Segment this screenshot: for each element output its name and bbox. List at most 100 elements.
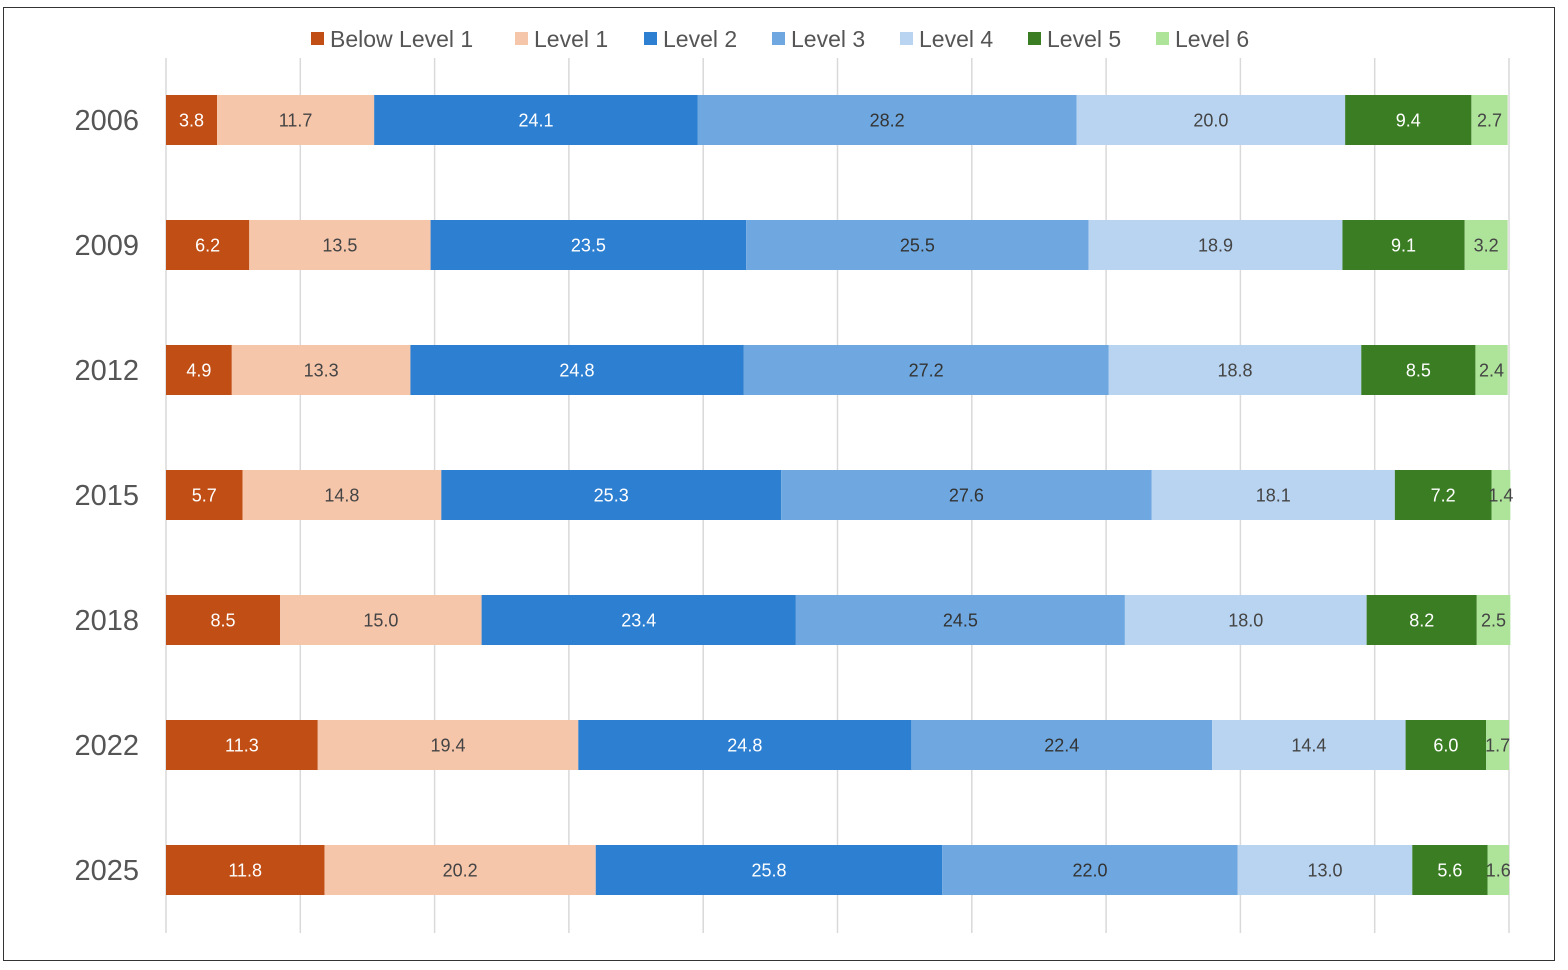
data-label: 3.2 xyxy=(1474,236,1499,256)
bar-segment xyxy=(1345,95,1472,145)
bar-row-2006: 3.8 11.7 24.1 28.2 20.0 9.4 2.7 xyxy=(166,95,1508,145)
legend: Below Level 1 Level 1 Level 2 Level 3 Level … xyxy=(311,26,1249,52)
data-label: 3.8 xyxy=(179,111,204,131)
bar-segment xyxy=(1487,845,1509,895)
data-label: 4.9 xyxy=(186,361,211,381)
data-label: 25.5 xyxy=(900,236,935,256)
bar-segment xyxy=(1471,95,1508,145)
bar-segment xyxy=(166,845,325,895)
y-tick-label: 2006 xyxy=(74,105,139,137)
data-label: 11.3 xyxy=(225,736,259,756)
bar-segment xyxy=(410,345,744,395)
bar-segment xyxy=(1237,845,1413,895)
legend-label: Below Level 1 xyxy=(330,26,473,52)
y-tick-label: 2012 xyxy=(74,355,139,387)
stacked-bar-chart: Below Level 1 Level 1 Level 2 Level 3 Level … xyxy=(74,26,1513,933)
legend-swatch xyxy=(772,32,785,45)
bar-segment xyxy=(166,470,243,520)
bars: 3.8 11.7 24.1 28.2 20.0 9.4 2.7 6.2 13.5 23.5 25.5… xyxy=(166,95,1513,895)
data-label: 14.8 xyxy=(324,486,359,506)
data-label: 13.0 xyxy=(1307,861,1342,881)
data-label: 1.4 xyxy=(1488,486,1513,506)
bar-segment xyxy=(231,345,411,395)
bar-segment xyxy=(166,95,218,145)
legend-swatch xyxy=(900,32,913,45)
data-label: 19.4 xyxy=(431,736,466,756)
bar-row-2012: 4.9 13.3 24.8 27.2 18.8 8.5 2.4 xyxy=(166,345,1508,395)
bar-segment xyxy=(1366,595,1477,645)
legend-swatch xyxy=(311,32,324,45)
bar-segment xyxy=(781,470,1152,520)
data-label: 2.4 xyxy=(1479,361,1504,381)
legend-label: Level 3 xyxy=(791,26,865,52)
legend-label: Level 6 xyxy=(1175,26,1249,52)
data-label: 18.8 xyxy=(1218,361,1253,381)
bar-segment xyxy=(280,595,482,645)
bar-segment xyxy=(697,95,1077,145)
bar-segment xyxy=(578,720,912,770)
bar-segment xyxy=(1486,720,1509,770)
data-label: 11.8 xyxy=(228,861,262,881)
legend-swatch xyxy=(1028,32,1041,45)
bar-row-2009: 6.2 13.5 23.5 25.5 18.9 9.1 3.2 xyxy=(166,220,1508,270)
data-label: 23.5 xyxy=(571,236,606,256)
data-label: 5.6 xyxy=(1437,861,1462,881)
bar-segment xyxy=(743,345,1109,395)
data-label: 5.7 xyxy=(192,486,217,506)
y-tick-label: 2009 xyxy=(74,230,139,262)
legend-label: Level 1 xyxy=(534,26,608,52)
data-label: 18.9 xyxy=(1198,236,1233,256)
data-label: 24.1 xyxy=(518,111,553,131)
bar-row-2018: 8.5 15.0 23.4 24.5 18.0 8.2 2.5 xyxy=(166,595,1511,645)
bar-segment xyxy=(942,845,1238,895)
bar-row-2022: 11.3 19.4 24.8 22.4 14.4 6.0 1.7 xyxy=(166,720,1510,770)
data-label: 25.3 xyxy=(594,486,629,506)
bar-segment xyxy=(166,720,318,770)
data-label: 18.1 xyxy=(1256,486,1291,506)
bar-segment xyxy=(166,345,232,395)
legend-swatch xyxy=(644,32,657,45)
data-label: 22.0 xyxy=(1072,861,1107,881)
bar-segment xyxy=(1464,220,1508,270)
bar-segment xyxy=(1361,345,1476,395)
data-label: 6.0 xyxy=(1433,736,1458,756)
bar-segment xyxy=(242,470,442,520)
bar-segment xyxy=(1405,720,1487,770)
data-label: 18.0 xyxy=(1228,611,1263,631)
data-label: 27.6 xyxy=(949,486,984,506)
bar-segment xyxy=(595,845,943,895)
bar-segment xyxy=(481,595,796,645)
bar-segment xyxy=(166,595,281,645)
bar-segment xyxy=(1151,470,1395,520)
data-label: 13.5 xyxy=(322,236,357,256)
bar-segment xyxy=(249,220,431,270)
data-label: 13.3 xyxy=(304,361,339,381)
bar-segment xyxy=(1342,220,1465,270)
bar-row-2015: 5.7 14.8 25.3 27.6 18.1 7.2 1.4 xyxy=(166,470,1513,520)
bar-segment xyxy=(1124,595,1367,645)
bar-segment xyxy=(746,220,1089,270)
y-tick-label: 2022 xyxy=(74,730,139,762)
bar-segment xyxy=(430,220,747,270)
data-label: 25.8 xyxy=(751,861,786,881)
legend-label: Level 4 xyxy=(919,26,993,52)
bar-segment xyxy=(374,95,698,145)
bar-segment xyxy=(1475,345,1508,395)
legend-label: Level 5 xyxy=(1047,26,1121,52)
bar-segment xyxy=(324,845,596,895)
y-tick-label: 2015 xyxy=(74,480,139,512)
data-label: 11.7 xyxy=(279,111,313,131)
bar-row-2025: 11.8 20.2 25.8 22.0 13.0 5.6 1.6 xyxy=(166,845,1511,895)
data-label: 7.2 xyxy=(1431,486,1456,506)
bar-segment xyxy=(1088,220,1343,270)
data-label: 23.4 xyxy=(621,611,656,631)
data-label: 8.5 xyxy=(1406,361,1431,381)
bar-segment xyxy=(1108,345,1362,395)
y-axis-labels: 2006 2009 2012 2015 2018 2022 2025 xyxy=(74,105,139,887)
bar-segment xyxy=(1076,95,1346,145)
data-label: 24.8 xyxy=(727,736,762,756)
bar-segment xyxy=(1412,845,1488,895)
data-label: 24.8 xyxy=(559,361,594,381)
data-label: 1.6 xyxy=(1486,861,1511,881)
y-tick-label: 2025 xyxy=(74,855,139,887)
